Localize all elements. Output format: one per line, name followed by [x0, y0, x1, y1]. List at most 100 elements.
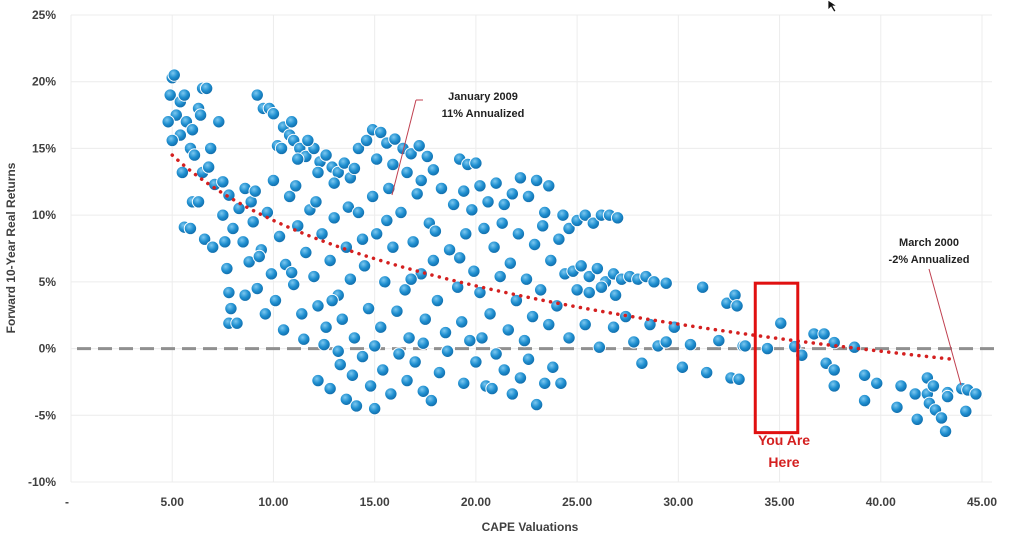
data-point: [212, 115, 226, 129]
data-point: [446, 197, 461, 212]
data-point: [438, 325, 453, 340]
annotation-2000-line2: -2% Annualized: [889, 254, 970, 266]
data-point: [250, 281, 264, 296]
data-point: [550, 299, 564, 313]
data-point: [361, 301, 376, 316]
mouse-cursor-icon: [827, 0, 839, 13]
data-point: [430, 293, 445, 308]
data-point: [606, 320, 621, 334]
data-point: [394, 205, 408, 220]
data-point: [592, 340, 607, 354]
data-point: [252, 249, 266, 264]
data-point: [201, 160, 216, 174]
data-point: [226, 221, 240, 236]
data-point: [266, 173, 281, 188]
data-point: [467, 264, 481, 278]
y-tick-label: 10%: [32, 208, 56, 222]
data-point: [712, 333, 726, 348]
data-point: [349, 399, 364, 413]
data-point: [519, 272, 534, 286]
data-point: [774, 316, 788, 330]
data-point: [610, 211, 625, 225]
data-point: [424, 393, 439, 408]
data-point: [258, 307, 273, 321]
data-point: [264, 267, 279, 281]
data-point: [544, 253, 558, 268]
you-are-here-label-line1: You Are: [758, 432, 810, 448]
data-point: [538, 376, 552, 390]
data-point: [299, 245, 313, 260]
data-point: [378, 275, 392, 289]
data-point: [857, 368, 872, 382]
y-tick-label: -10%: [28, 475, 56, 489]
data-point: [331, 344, 345, 358]
data-point: [552, 232, 566, 246]
data-point: [452, 251, 467, 265]
data-point: [163, 88, 177, 102]
data-point: [236, 235, 250, 249]
x-tick-label: 40.00: [866, 495, 896, 509]
data-point: [412, 139, 426, 153]
data-point: [355, 349, 370, 364]
data-point: [513, 371, 528, 385]
you-are-here-box: [753, 281, 800, 435]
data-point: [827, 363, 841, 377]
data-points: [161, 68, 983, 438]
data-point: [380, 213, 394, 228]
data-point: [521, 189, 536, 204]
data-point: [367, 401, 382, 416]
data-point: [274, 141, 289, 156]
x-tick-label: 5.00: [161, 495, 185, 509]
data-point: [206, 240, 220, 254]
data-point: [590, 261, 605, 276]
data-point: [926, 379, 941, 393]
data-point: [365, 189, 380, 204]
data-point: [426, 163, 441, 177]
data-point: [457, 184, 471, 198]
data-point: [165, 133, 179, 148]
annotation-2009-line2: 11% Annualized: [442, 108, 525, 120]
data-point: [426, 253, 441, 268]
data-point: [197, 232, 212, 246]
data-point: [730, 299, 744, 313]
data-point: [582, 269, 596, 284]
data-point: [699, 365, 714, 380]
annotation-leader-2009-b: [391, 99, 417, 196]
data-point: [339, 392, 354, 406]
data-point: [659, 335, 673, 349]
data-point: [183, 221, 198, 236]
data-point: [481, 195, 495, 209]
x-tick-label: 10.00: [258, 495, 288, 509]
data-point: [511, 227, 526, 241]
data-point: [367, 339, 382, 353]
data-point: [386, 240, 400, 254]
data-point: [483, 307, 497, 321]
data-point: [556, 208, 570, 222]
data-point: [517, 333, 532, 348]
data-point: [284, 115, 299, 129]
data-point: [295, 307, 309, 321]
data-point: [276, 323, 291, 337]
data-point: [473, 179, 487, 193]
data-point: [216, 175, 230, 189]
data-point: [177, 88, 192, 102]
data-point: [627, 335, 641, 349]
y-tick-label: 0%: [39, 342, 57, 356]
data-point: [327, 211, 341, 225]
data-point: [827, 379, 841, 393]
annotation-2009-line1: January 2009: [448, 91, 518, 103]
data-point: [333, 357, 347, 372]
y-tick-label: 15%: [32, 141, 56, 155]
data-point: [420, 149, 435, 164]
data-point: [351, 141, 366, 156]
data-point: [325, 293, 339, 308]
data-point: [384, 387, 398, 401]
data-point: [432, 365, 447, 380]
data-point: [738, 339, 752, 353]
data-point: [940, 389, 955, 404]
data-point: [374, 320, 388, 334]
data-point: [311, 373, 325, 388]
data-point: [230, 316, 244, 330]
data-point: [327, 176, 341, 190]
data-point: [199, 81, 214, 96]
